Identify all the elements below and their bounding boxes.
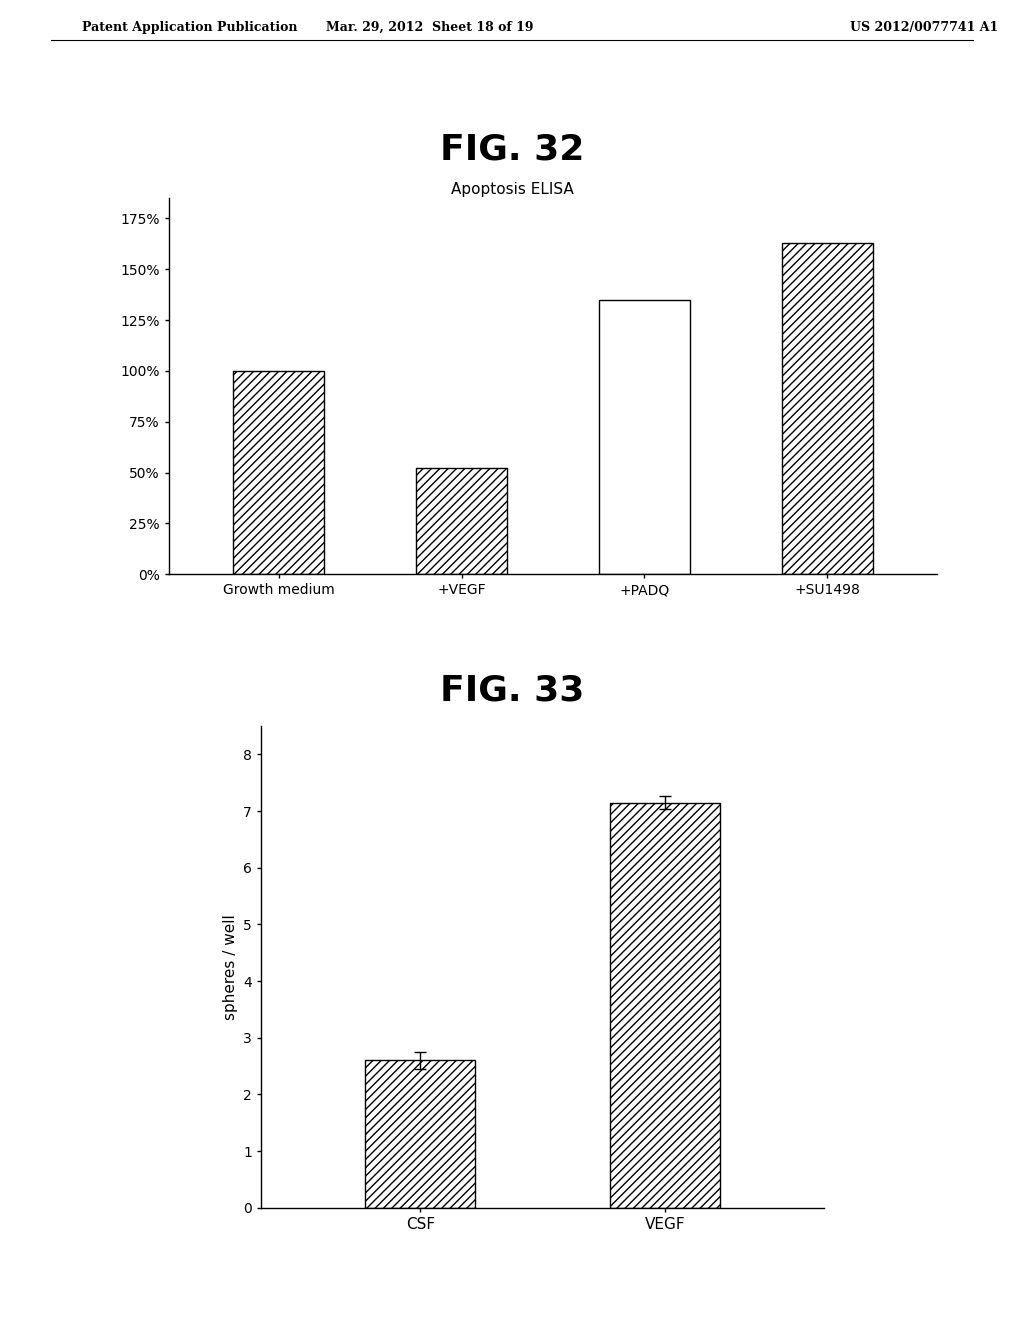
Text: US 2012/0077741 A1: US 2012/0077741 A1 [850, 21, 998, 34]
Text: FIG. 32: FIG. 32 [440, 132, 584, 166]
Text: Mar. 29, 2012  Sheet 18 of 19: Mar. 29, 2012 Sheet 18 of 19 [327, 21, 534, 34]
Bar [610, 803, 720, 1208]
Y-axis label: spheres / well: spheres / well [222, 913, 238, 1020]
Text: Patent Application Publication: Patent Application Publication [82, 21, 297, 34]
Text: Apoptosis ELISA: Apoptosis ELISA [451, 182, 573, 197]
Bar [232, 371, 325, 574]
Bar [416, 469, 507, 574]
Bar [599, 300, 690, 574]
Bar [781, 243, 872, 574]
Text: FIG. 33: FIG. 33 [440, 673, 584, 708]
Bar [366, 1060, 475, 1208]
